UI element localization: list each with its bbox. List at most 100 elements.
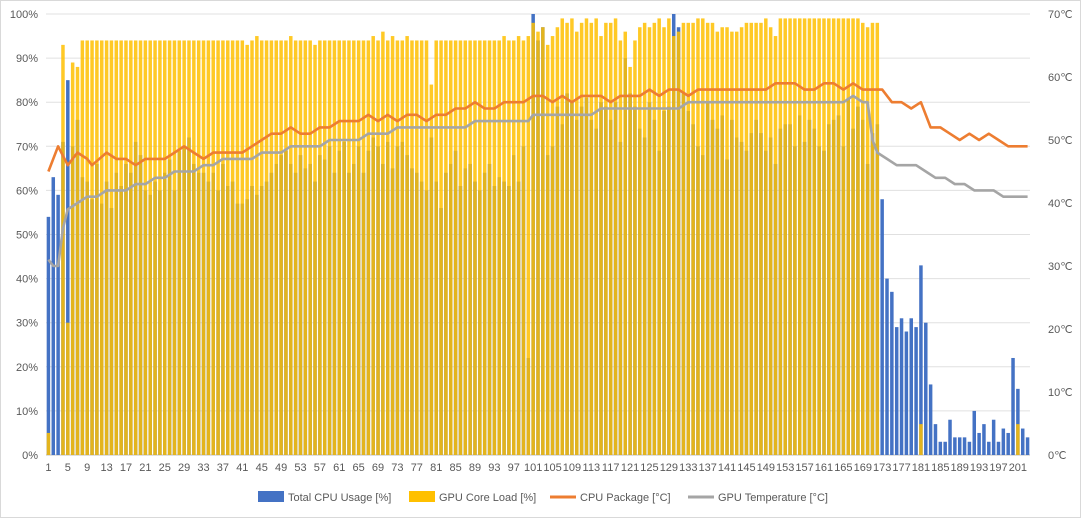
- gpu-load-bar: [385, 40, 390, 456]
- gpu-load-bar: [201, 40, 206, 456]
- x-tick-label: 45: [256, 462, 268, 474]
- x-tick-label: 65: [353, 462, 365, 474]
- gpu-load-bar: [841, 18, 846, 455]
- gpu-load-bar: [715, 31, 720, 455]
- x-tick-label: 121: [621, 462, 639, 474]
- x-tick-label: 9: [84, 462, 90, 474]
- y-right-tick-label: 70℃: [1048, 9, 1073, 21]
- cpu-usage-bar: [962, 437, 967, 455]
- x-tick-label: 5: [65, 462, 71, 474]
- gpu-load-bar: [759, 22, 763, 455]
- cpu-usage-bar: [943, 441, 947, 455]
- gpu-load-bar: [536, 31, 540, 455]
- gpu-load-bar: [628, 66, 632, 456]
- gpu-load-bar: [521, 40, 526, 456]
- y-right-tick-label: 10℃: [1048, 387, 1073, 399]
- y-left-tick-label: 40%: [16, 274, 38, 286]
- x-tick-label: 53: [294, 462, 306, 474]
- gpu-load-bar: [75, 66, 80, 456]
- legend: Total CPU Usage [%] GPU Core Load [%] CPU …: [258, 491, 828, 504]
- x-tick-label: 69: [372, 462, 384, 474]
- gpu-load-bar: [705, 22, 710, 455]
- gpu-load-bar: [66, 322, 70, 455]
- gpu-load-bar: [545, 44, 550, 456]
- gpu-load-bar: [187, 40, 191, 456]
- gpu-load-bar: [255, 36, 259, 456]
- x-tick-label: 25: [159, 462, 171, 474]
- y-left-tick-label: 90%: [16, 53, 38, 65]
- gpu-load-bar: [308, 40, 312, 456]
- cpu-usage-bar: [909, 318, 913, 455]
- gpu-load-bar: [783, 18, 787, 455]
- gpu-load-bar: [768, 27, 773, 455]
- cpu-usage-bar: [894, 327, 899, 455]
- gpu-load-bar: [836, 18, 841, 455]
- gpu-load-bar: [788, 18, 792, 455]
- gpu-load-bar: [104, 40, 109, 456]
- gpu-load-bar: [352, 40, 356, 456]
- gpu-load-bar: [1016, 424, 1020, 455]
- gpu-load-bar: [861, 22, 865, 455]
- gpu-load-bar: [158, 40, 162, 456]
- gpu-load-bar: [773, 36, 778, 456]
- gpu-load-bar: [46, 432, 51, 455]
- gpu-load-bar: [114, 40, 119, 456]
- gpu-load-bar: [177, 40, 182, 456]
- gpu-load-bar: [594, 18, 598, 455]
- gpu-load-bar: [95, 40, 99, 456]
- gpu-load-bar: [124, 40, 128, 456]
- gpu-load-bar: [487, 40, 492, 456]
- cpu-usage-bar: [880, 199, 884, 455]
- gpu-load-bar: [526, 36, 531, 456]
- x-tick-label: 137: [698, 462, 716, 474]
- y-axis-left: 0% 10% 20% 30% 40% 50% 60% 70% 80% 90% 100%: [10, 9, 38, 462]
- gpu-load-bar: [332, 40, 337, 456]
- cpu-usage-bar: [967, 441, 972, 455]
- y-left-tick-label: 10%: [16, 406, 38, 418]
- x-tick-label: 177: [892, 462, 910, 474]
- gpu-load-bar: [478, 40, 482, 456]
- cpu-usage-bar: [991, 419, 996, 455]
- gpu-load-bar: [652, 22, 657, 455]
- cpu-usage-bar: [953, 437, 957, 455]
- cpu-usage-bar: [1001, 428, 1006, 455]
- y-left-tick-label: 70%: [16, 141, 38, 153]
- y-left-tick-label: 50%: [16, 230, 38, 242]
- gpu-load-bar: [817, 18, 821, 455]
- gpu-load-bar: [604, 22, 608, 455]
- cpu-usage-bar: [66, 80, 70, 456]
- gpu-load-bar: [812, 18, 817, 455]
- gpu-load-bar: [70, 62, 75, 455]
- gpu-load-bar: [608, 22, 613, 455]
- x-tick-label: 81: [430, 462, 442, 474]
- gpu-load-bar: [264, 40, 269, 456]
- gpu-load-bar: [667, 18, 671, 455]
- gpu-load-bar: [226, 40, 230, 456]
- gpu-load-bar: [691, 22, 695, 455]
- cpu-usage-bar: [51, 177, 56, 456]
- x-tick-label: 101: [524, 462, 542, 474]
- gpu-load-bar: [182, 40, 186, 456]
- x-tick-label: 37: [217, 462, 229, 474]
- gpu-load-bar: [502, 36, 506, 456]
- x-tick-label: 77: [411, 462, 423, 474]
- x-tick-label: 181: [912, 462, 930, 474]
- gpu-load-bar: [211, 40, 215, 456]
- y-left-tick-label: 30%: [16, 318, 38, 330]
- gpu-load-bar: [676, 31, 681, 455]
- x-tick-label: 157: [795, 462, 813, 474]
- x-tick-label: 17: [120, 462, 132, 474]
- gpu-load-bar: [613, 18, 618, 455]
- gpu-load-bar: [778, 18, 783, 455]
- x-tick-label: 141: [718, 462, 736, 474]
- gpu-load-bar: [638, 27, 642, 455]
- x-tick-label: 97: [508, 462, 520, 474]
- cpu-usage-bar: [957, 437, 962, 455]
- gpu-load-bar: [579, 22, 584, 455]
- gpu-load-bar: [696, 18, 700, 455]
- legend-gpu-load-label: GPU Core Load [%]: [439, 492, 536, 504]
- gpu-load-bar: [497, 40, 501, 456]
- x-tick-label: 185: [931, 462, 949, 474]
- gpu-load-bar: [856, 18, 860, 455]
